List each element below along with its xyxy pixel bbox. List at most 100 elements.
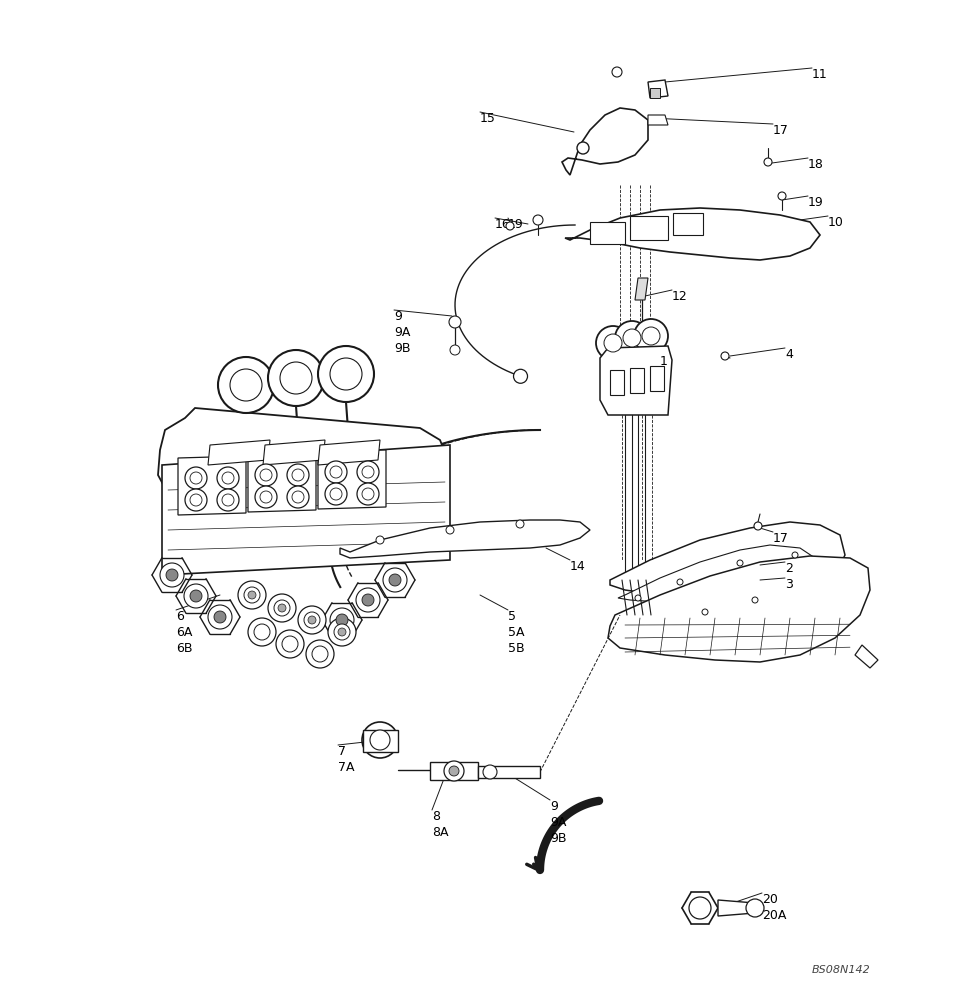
Circle shape xyxy=(389,574,401,586)
Circle shape xyxy=(306,640,334,668)
Text: 9: 9 xyxy=(550,800,558,813)
Polygon shape xyxy=(178,456,246,515)
Circle shape xyxy=(255,464,277,486)
Circle shape xyxy=(336,614,348,626)
Circle shape xyxy=(185,467,207,489)
Text: 11: 11 xyxy=(812,68,828,81)
Polygon shape xyxy=(650,366,664,391)
Circle shape xyxy=(214,611,226,623)
Circle shape xyxy=(185,489,207,511)
Circle shape xyxy=(792,552,798,558)
Circle shape xyxy=(287,486,309,508)
Polygon shape xyxy=(430,762,478,780)
Circle shape xyxy=(260,469,272,481)
Circle shape xyxy=(248,618,276,646)
Polygon shape xyxy=(248,453,316,512)
Text: 4: 4 xyxy=(785,348,793,361)
Circle shape xyxy=(298,606,326,634)
Text: 2: 2 xyxy=(785,562,793,575)
Circle shape xyxy=(325,461,347,483)
Circle shape xyxy=(208,605,232,629)
Circle shape xyxy=(635,595,641,601)
Text: 18: 18 xyxy=(808,158,824,171)
Circle shape xyxy=(516,520,524,528)
Text: 5: 5 xyxy=(508,610,516,623)
Polygon shape xyxy=(718,900,755,916)
Circle shape xyxy=(230,369,262,401)
Text: 10: 10 xyxy=(828,216,844,229)
Circle shape xyxy=(356,588,380,612)
Circle shape xyxy=(160,563,184,587)
Text: 6: 6 xyxy=(176,610,184,623)
Text: 1: 1 xyxy=(660,355,668,368)
Circle shape xyxy=(190,472,202,484)
Circle shape xyxy=(746,899,764,917)
Circle shape xyxy=(218,357,274,413)
Circle shape xyxy=(217,467,239,489)
Polygon shape xyxy=(208,440,270,465)
Text: 20: 20 xyxy=(762,893,778,906)
Polygon shape xyxy=(610,370,624,395)
Circle shape xyxy=(533,215,543,225)
Circle shape xyxy=(450,345,460,355)
Text: 17: 17 xyxy=(773,532,789,545)
Circle shape xyxy=(280,362,312,394)
Polygon shape xyxy=(635,278,648,300)
Polygon shape xyxy=(158,408,448,490)
Text: 7A: 7A xyxy=(338,761,354,774)
Polygon shape xyxy=(340,520,590,558)
Text: 19: 19 xyxy=(508,218,524,231)
Circle shape xyxy=(362,722,398,758)
Circle shape xyxy=(330,608,354,632)
Text: 6A: 6A xyxy=(176,626,193,639)
Polygon shape xyxy=(673,213,703,235)
Text: 8: 8 xyxy=(432,810,440,823)
Circle shape xyxy=(362,466,374,478)
Circle shape xyxy=(274,600,290,616)
Circle shape xyxy=(312,646,328,662)
Text: 8A: 8A xyxy=(432,826,448,839)
Circle shape xyxy=(238,581,266,609)
Circle shape xyxy=(292,469,304,481)
Circle shape xyxy=(268,350,324,406)
Text: 6B: 6B xyxy=(176,642,193,655)
Circle shape xyxy=(577,142,589,154)
Circle shape xyxy=(778,192,786,200)
Circle shape xyxy=(449,766,459,776)
Circle shape xyxy=(282,636,298,652)
Circle shape xyxy=(184,584,208,608)
Circle shape xyxy=(287,464,309,486)
Text: 17: 17 xyxy=(773,124,789,137)
Circle shape xyxy=(292,491,304,503)
Polygon shape xyxy=(363,730,398,752)
Circle shape xyxy=(276,630,304,658)
Text: 3: 3 xyxy=(785,578,793,591)
Polygon shape xyxy=(610,522,845,600)
Text: 12: 12 xyxy=(672,290,687,303)
Circle shape xyxy=(449,316,461,328)
Circle shape xyxy=(362,594,374,606)
Circle shape xyxy=(330,358,362,390)
Circle shape xyxy=(596,326,630,360)
Polygon shape xyxy=(630,368,644,393)
Text: 9B: 9B xyxy=(550,832,566,845)
Circle shape xyxy=(642,327,660,345)
Text: 16: 16 xyxy=(495,218,511,231)
Circle shape xyxy=(376,536,384,544)
Circle shape xyxy=(222,472,234,484)
Circle shape xyxy=(737,560,743,566)
Text: 20A: 20A xyxy=(762,909,786,922)
Circle shape xyxy=(357,483,379,505)
Circle shape xyxy=(764,158,772,166)
Circle shape xyxy=(166,569,178,581)
Polygon shape xyxy=(562,108,648,175)
Polygon shape xyxy=(648,115,668,125)
Circle shape xyxy=(318,346,374,402)
Text: 15: 15 xyxy=(480,112,496,125)
Text: 9A: 9A xyxy=(394,326,410,339)
Circle shape xyxy=(190,590,202,602)
Polygon shape xyxy=(478,766,540,778)
Polygon shape xyxy=(590,222,625,244)
Polygon shape xyxy=(162,445,450,575)
Circle shape xyxy=(244,587,260,603)
